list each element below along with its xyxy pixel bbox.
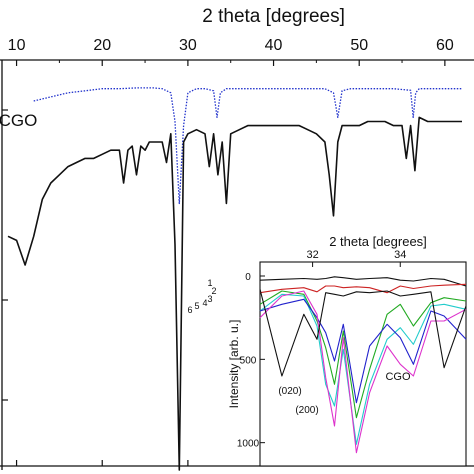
inset-series-line-ref xyxy=(259,289,467,377)
inset-annotation-cgo: CGO xyxy=(385,371,411,383)
x-tick-label: 20 xyxy=(93,37,111,54)
inset-series-line-5 xyxy=(259,298,467,404)
inset-x-axis-title: 2 theta [degrees] xyxy=(329,234,427,249)
inset-series-line-3 xyxy=(259,290,467,419)
inset-series-line-1 xyxy=(259,276,467,287)
series-line-sample xyxy=(7,116,462,471)
inset-annotation-020: (020) xyxy=(278,386,301,397)
inset-annotation-200: (200) xyxy=(295,405,318,416)
inset-y-tick-label: 500 xyxy=(240,355,257,366)
inset-x-tick-label: 34 xyxy=(394,249,406,261)
series-label-cgo: CGO xyxy=(0,111,37,130)
x-tick-label: 30 xyxy=(179,37,197,54)
x-tick-label: 60 xyxy=(436,37,454,54)
series-line-cgo xyxy=(33,87,462,205)
inset-series-line-2 xyxy=(259,283,467,294)
x-axis-title: 2 theta [degrees] xyxy=(202,6,345,27)
inset-y-axis-title: Intensity [arb. u.] xyxy=(227,320,241,409)
inset-series-label-3: 3 xyxy=(207,294,212,304)
x-tick-label: 40 xyxy=(265,37,283,54)
inset-series-label-2: 2 xyxy=(211,286,216,296)
x-tick-label: 10 xyxy=(8,37,26,54)
inset-y-tick-label: 1000 xyxy=(237,439,260,450)
inset-series-line-6 xyxy=(259,290,467,454)
inset-series-label-1: 1 xyxy=(207,278,212,288)
inset-x-tick-label: 32 xyxy=(306,249,318,261)
inset-series-label-4: 4 xyxy=(202,298,207,308)
inset-series-label-5: 5 xyxy=(194,301,199,311)
inset-y-tick-label: 0 xyxy=(245,272,251,283)
inset-series-label-6: 6 xyxy=(187,305,192,315)
x-tick-label: 50 xyxy=(350,37,368,54)
